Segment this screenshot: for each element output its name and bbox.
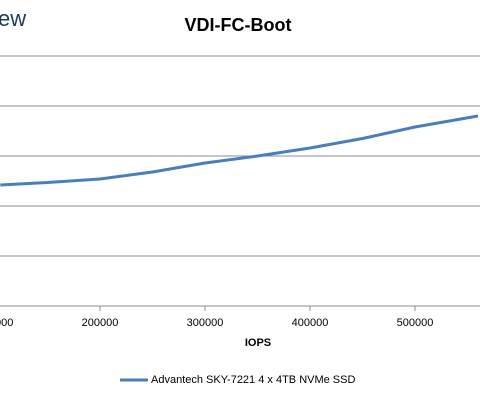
data-line bbox=[0, 114, 479, 187]
x-axis-label: IOPS bbox=[245, 337, 271, 349]
x-tick-label: 100000 bbox=[0, 317, 13, 329]
legend-label: Advantech SKY-7221 4 x 4TB NVMe SSD bbox=[151, 374, 355, 386]
chart-title: VDI-FC-Boot bbox=[185, 15, 292, 35]
x-tick-label: 200000 bbox=[82, 317, 119, 329]
x-tick-label: 500000 bbox=[397, 317, 434, 329]
x-tick-label: 400000 bbox=[292, 317, 329, 329]
x-tick-label: 300000 bbox=[187, 317, 224, 329]
brand-logo: ew bbox=[0, 6, 26, 31]
